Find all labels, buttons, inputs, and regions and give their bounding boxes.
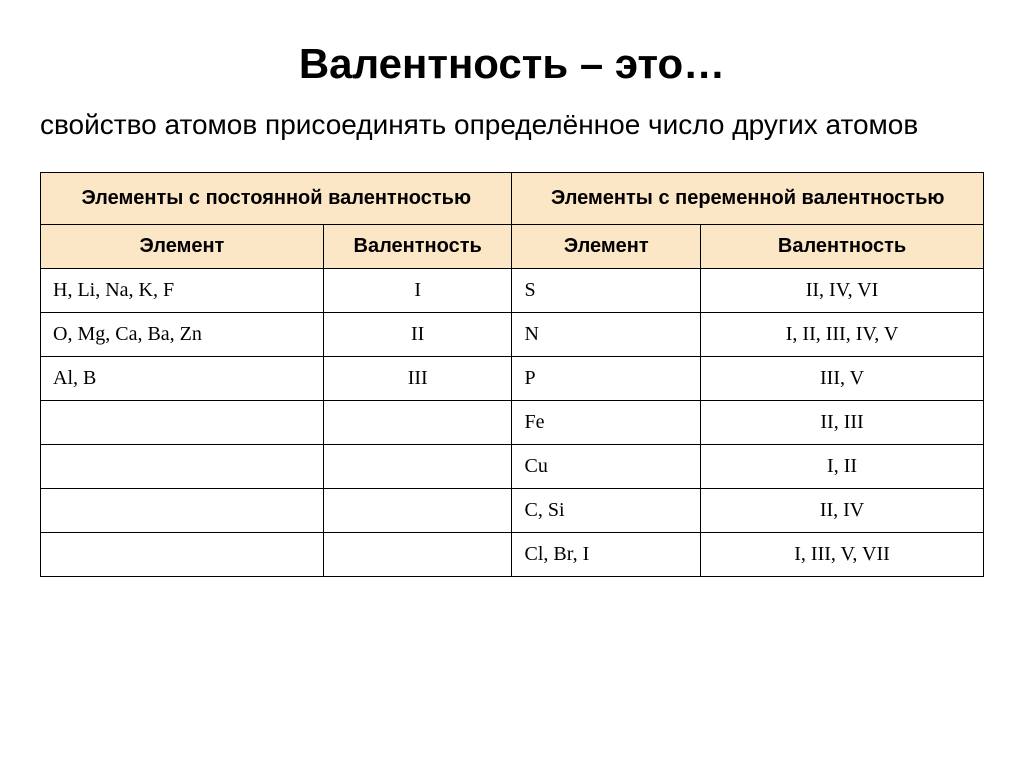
definition-text: свойство атомов присоединять определённо… (40, 106, 984, 144)
cell-valence (323, 444, 512, 488)
cell-element: C, Si (512, 488, 701, 532)
subheader-element-const: Элемент (41, 224, 324, 268)
cell-valence (323, 400, 512, 444)
group-header-variable: Элементы с переменной валентностью (512, 172, 984, 224)
cell-valence: II (323, 312, 512, 356)
cell-element: O, Mg, Ca, Ba, Zn (41, 312, 324, 356)
cell-element (41, 532, 324, 576)
cell-element (41, 488, 324, 532)
valence-table: Элементы с постоянной валентностью Элеме… (40, 172, 984, 577)
cell-valence: III (323, 356, 512, 400)
slide-page: Валентность – это… свойство атомов присо… (0, 0, 1024, 767)
table-row: H, Li, Na, K, FISII, IV, VI (41, 268, 984, 312)
table-row: C, SiII, IV (41, 488, 984, 532)
cell-element: H, Li, Na, K, F (41, 268, 324, 312)
cell-valence: II, III (701, 400, 984, 444)
cell-valence (323, 488, 512, 532)
cell-valence: III, V (701, 356, 984, 400)
cell-valence (323, 532, 512, 576)
cell-valence: II, IV, VI (701, 268, 984, 312)
cell-valence: I, II (701, 444, 984, 488)
table-row: O, Mg, Ca, Ba, ZnIINI, II, III, IV, V (41, 312, 984, 356)
table-row: FeII, III (41, 400, 984, 444)
cell-element: Cu (512, 444, 701, 488)
cell-element: Fe (512, 400, 701, 444)
cell-element: P (512, 356, 701, 400)
subheader-valence-var: Валентность (701, 224, 984, 268)
cell-valence: I, III, V, VII (701, 532, 984, 576)
cell-valence: I (323, 268, 512, 312)
cell-valence: II, IV (701, 488, 984, 532)
cell-element (41, 400, 324, 444)
table-row: Al, BIIIPIII, V (41, 356, 984, 400)
table-row: CuI, II (41, 444, 984, 488)
cell-element: S (512, 268, 701, 312)
table-row: Cl, Br, II, III, V, VII (41, 532, 984, 576)
subheader-valence-const: Валентность (323, 224, 512, 268)
cell-element: Cl, Br, I (512, 532, 701, 576)
page-title: Валентность – это… (40, 40, 984, 88)
cell-element: N (512, 312, 701, 356)
subheader-element-var: Элемент (512, 224, 701, 268)
table-body: H, Li, Na, K, FISII, IV, VIO, Mg, Ca, Ba… (41, 268, 984, 576)
cell-element: Al, B (41, 356, 324, 400)
cell-valence: I, II, III, IV, V (701, 312, 984, 356)
cell-element (41, 444, 324, 488)
group-header-constant: Элементы с постоянной валентностью (41, 172, 512, 224)
